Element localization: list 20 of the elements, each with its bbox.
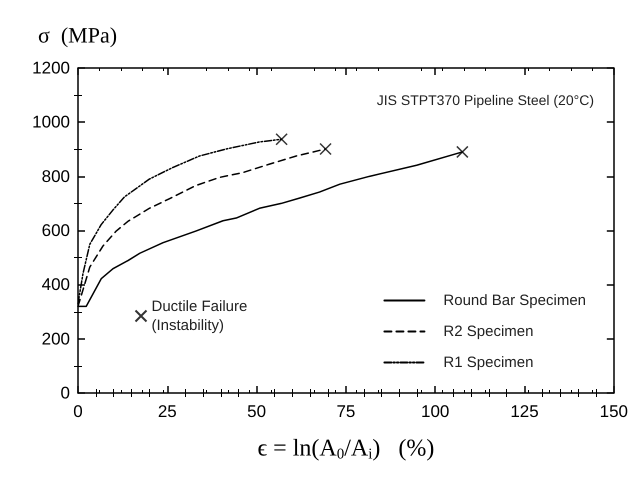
- y-tick-label: 800: [42, 166, 70, 186]
- x-tick-label: 100: [421, 402, 450, 421]
- x-tick-label: 25: [158, 402, 177, 421]
- text: JIS STPT370 Pipeline Steel (20°C): [376, 92, 594, 108]
- x-tick-label: 75: [336, 402, 356, 421]
- x-tick-label: 50: [247, 402, 266, 421]
- y-axis-title: σ (MPa): [38, 22, 118, 48]
- y-tick-label: 1200: [32, 58, 70, 78]
- legend-label: R1 Specimen: [443, 354, 534, 371]
- x-tick-label: 125: [510, 402, 539, 421]
- y-tick-label: 200: [42, 329, 70, 348]
- legend-label: R2 Specimen: [443, 323, 534, 340]
- y-tick-label: 400: [42, 275, 70, 294]
- y-tick-label: 600: [42, 221, 70, 240]
- y-tick-label: 0: [60, 384, 70, 402]
- legend-label: Ductile Failure (Instability): [152, 298, 248, 334]
- x-tick-label: 150: [600, 402, 628, 421]
- y-tick-label: 1000: [32, 112, 70, 132]
- legend-label: Round Bar Specimen: [443, 292, 586, 309]
- x-tick-label: 0: [73, 402, 83, 421]
